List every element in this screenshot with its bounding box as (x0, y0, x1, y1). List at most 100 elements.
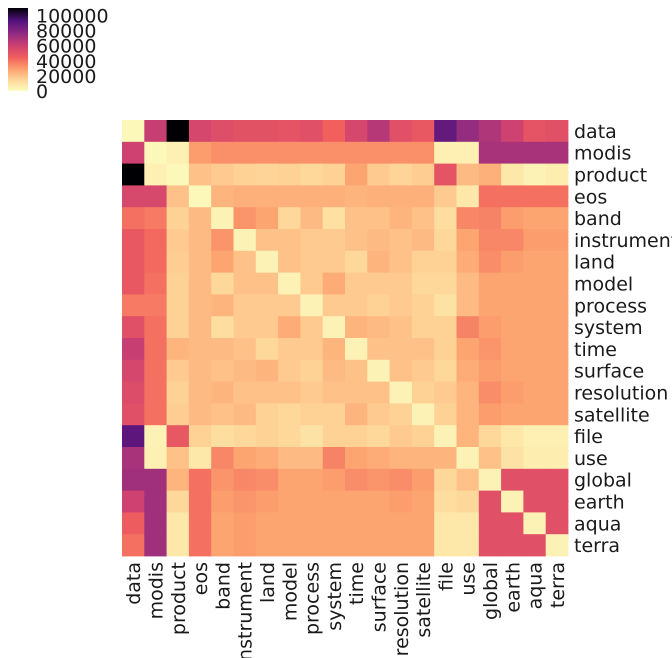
heatmap-cell-file-band (211, 425, 234, 448)
heatmap-cell-data-earth (501, 120, 524, 143)
heatmap-cell-model-band (211, 272, 234, 295)
heatmap-cell-modis-modis (144, 141, 167, 164)
heatmap-cell-time-process (300, 338, 324, 361)
heatmap-cell-aqua-time (345, 512, 368, 535)
heatmap-cell-eos-aqua (523, 185, 547, 208)
heatmap-cell-aqua-system (322, 512, 346, 535)
heatmap-cell-modis-band (211, 141, 234, 164)
heatmap-cell-instrument-terra (545, 229, 569, 252)
heatmap-cell-aqua-land (255, 512, 279, 535)
heatmap-cell-band-time (345, 207, 368, 230)
heatmap-cell-global-time (345, 468, 368, 491)
heatmap-cell-eos-land (255, 185, 279, 208)
heatmap-cell-global-earth (501, 468, 524, 491)
col-label-terra: terra (547, 562, 569, 608)
heatmap-cell-process-land (255, 294, 279, 317)
heatmap-cell-file-earth (501, 425, 524, 448)
heatmap-cell-aqua-instrument (233, 512, 257, 535)
heatmap-cell-land-earth (501, 250, 524, 273)
heatmap-cell-use-process (300, 447, 324, 470)
colorbar-tick-label: 40000 (36, 51, 96, 73)
heatmap-cell-satellite-aqua (523, 403, 547, 426)
heatmap-cell-terra-satellite (411, 534, 435, 557)
heatmap-cell-process-eos (188, 294, 212, 317)
heatmap-cell-satellite-process (300, 403, 324, 426)
row-label-time: time (574, 339, 617, 361)
heatmap-cell-eos-time (345, 185, 368, 208)
heatmap-cell-land-file (434, 250, 457, 273)
heatmap-cell-eos-instrument (233, 185, 257, 208)
col-label-model: model (279, 562, 301, 621)
heatmap-cell-modis-earth (501, 141, 524, 164)
heatmap-cell-resolution-terra (545, 381, 569, 404)
heatmap-cell-product-model (278, 163, 301, 186)
heatmap-cell-band-land (255, 207, 279, 230)
heatmap-cell-time-product (166, 338, 190, 361)
heatmap-cell-system-instrument (233, 316, 257, 339)
heatmap-cell-product-terra (545, 163, 569, 186)
heatmap-cell-earth-file (434, 490, 457, 513)
heatmap-cell-land-model (278, 250, 301, 273)
row-label-earth: earth (574, 492, 625, 514)
heatmap-cell-product-earth (501, 163, 524, 186)
heatmap-cell-eos-model (278, 185, 301, 208)
heatmap-cell-global-terra (545, 468, 569, 491)
heatmap-cell-time-aqua (523, 338, 547, 361)
heatmap-cell-data-aqua (523, 120, 547, 143)
heatmap-cell-system-time (345, 316, 368, 339)
heatmap-cell-instrument-product (166, 229, 190, 252)
col-label-surface: surface (368, 562, 390, 632)
heatmap-cell-surface-model (278, 359, 301, 382)
heatmap-cell-earth-use (456, 490, 480, 513)
heatmap-cell-process-aqua (523, 294, 547, 317)
heatmap-cell-global-process (300, 468, 324, 491)
heatmap-cell-data-resolution (389, 120, 413, 143)
heatmap-cell-data-time (345, 120, 368, 143)
heatmap-cell-global-aqua (523, 468, 547, 491)
heatmap-cell-satellite-surface (367, 403, 390, 426)
heatmap-cell-band-resolution (389, 207, 413, 230)
heatmap-cell-terra-earth (501, 534, 524, 557)
heatmap-cell-use-file (434, 447, 457, 470)
col-label-process: process (302, 562, 324, 635)
heatmap-cell-use-band (211, 447, 234, 470)
heatmap-cell-earth-system (322, 490, 346, 513)
heatmap-cell-earth-eos (188, 490, 212, 513)
heatmap-cell-aqua-modis (144, 512, 167, 535)
heatmap-cell-eos-process (300, 185, 324, 208)
heatmap-cell-model-modis (144, 272, 167, 295)
heatmap-cell-terra-resolution (389, 534, 413, 557)
heatmap-cell-product-use (456, 163, 480, 186)
col-label-satellite: satellite (413, 562, 435, 638)
row-label-data: data (574, 121, 617, 143)
heatmap-cell-earth-band (211, 490, 234, 513)
heatmap-cell-land-band (211, 250, 234, 273)
row-label-terra: terra (574, 535, 620, 557)
heatmap-cell-system-use (456, 316, 480, 339)
heatmap-cell-surface-data (122, 359, 145, 382)
heatmap-cell-file-product (166, 425, 190, 448)
heatmap-cell-file-surface (367, 425, 390, 448)
heatmap-cell-satellite-eos (188, 403, 212, 426)
heatmap-cell-file-use (456, 425, 480, 448)
heatmap-cell-resolution-product (166, 381, 190, 404)
heatmap-cell-land-land (255, 250, 279, 273)
heatmap-cell-satellite-instrument (233, 403, 257, 426)
heatmap-cell-data-eos (188, 120, 212, 143)
heatmap-cell-band-data (122, 207, 145, 230)
heatmap-cell-land-use (456, 250, 480, 273)
heatmap-cell-product-global (478, 163, 502, 186)
heatmap-cell-system-file (434, 316, 457, 339)
heatmap-cell-system-modis (144, 316, 167, 339)
heatmap-cell-process-use (456, 294, 480, 317)
colorbar-tick-label: 0 (36, 81, 48, 103)
heatmap-cell-instrument-aqua (523, 229, 547, 252)
col-label-land: land (257, 562, 279, 603)
heatmap-cell-earth-terra (545, 490, 569, 513)
heatmap-cell-global-modis (144, 468, 167, 491)
heatmap-cell-resolution-surface (367, 381, 390, 404)
col-label-earth: earth (502, 562, 524, 613)
colorbar-tick-label: 80000 (36, 21, 96, 43)
heatmap-cell-model-time (345, 272, 368, 295)
